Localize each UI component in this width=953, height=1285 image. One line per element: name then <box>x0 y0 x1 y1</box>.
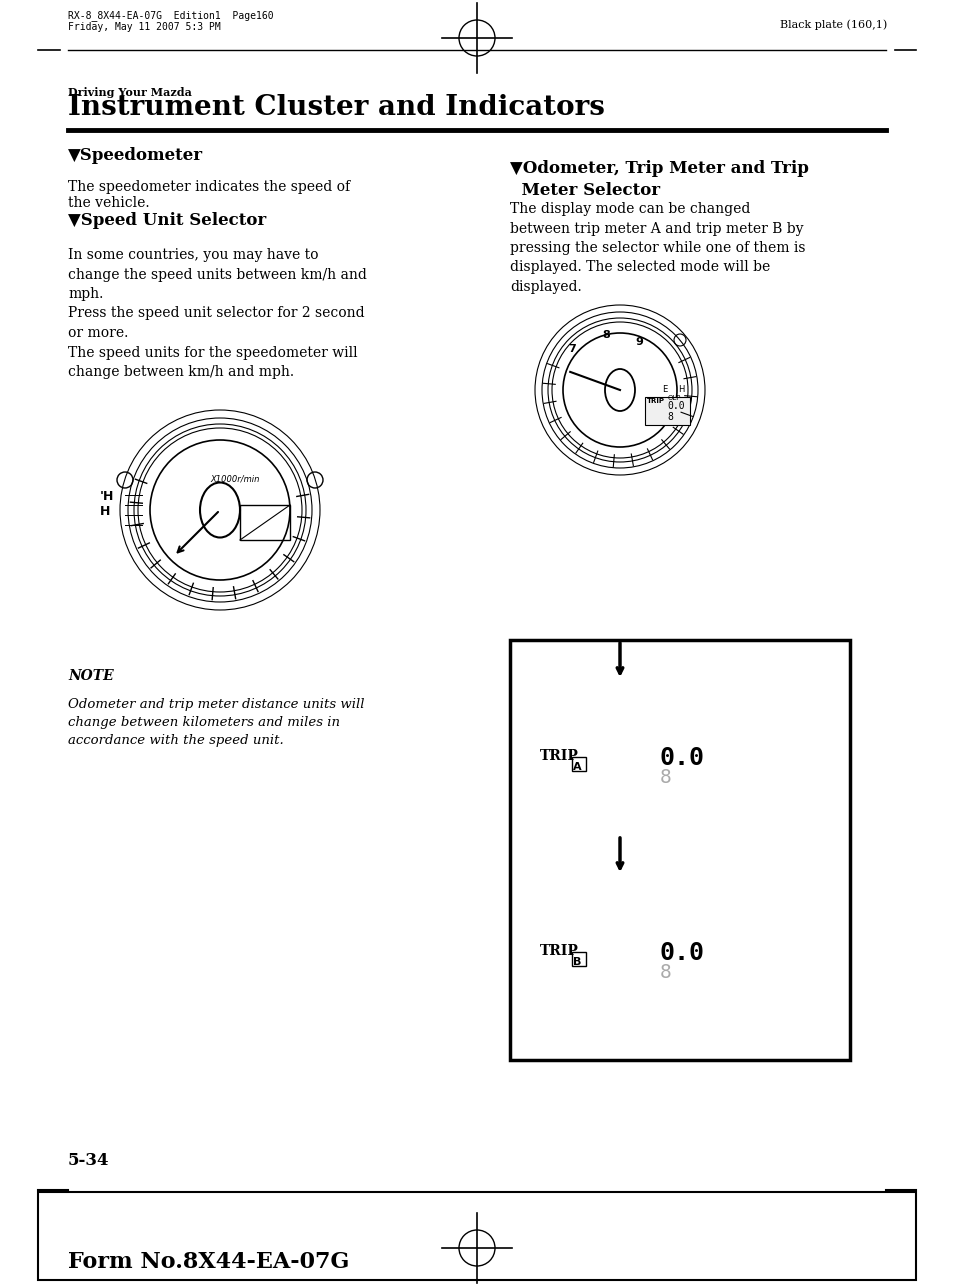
Text: H: H <box>678 386 683 394</box>
Text: The speedometer indicates the speed of
the vehicle.: The speedometer indicates the speed of t… <box>68 180 350 211</box>
Text: NOTE: NOTE <box>68 669 113 684</box>
Text: 7: 7 <box>567 344 576 353</box>
Text: 0.0: 0.0 <box>666 401 684 411</box>
Text: The display mode can be changed
between trip meter A and trip meter B by
pressin: The display mode can be changed between … <box>510 202 804 294</box>
Text: A: A <box>573 762 581 772</box>
Text: 5-34: 5-34 <box>68 1151 110 1169</box>
Text: TRIP: TRIP <box>646 398 664 403</box>
Text: E: E <box>661 386 666 394</box>
Text: OLP: OLP <box>667 394 680 401</box>
Text: Black plate (160,1): Black plate (160,1) <box>780 19 886 30</box>
Text: 9: 9 <box>635 337 642 347</box>
Text: Driving Your Mazda: Driving Your Mazda <box>68 87 192 98</box>
Text: TRIP: TRIP <box>539 749 578 763</box>
Text: Odometer and trip meter distance units will
change between kilometers and miles : Odometer and trip meter distance units w… <box>68 698 364 747</box>
Text: X1000r/min: X1000r/min <box>210 475 259 484</box>
Text: 8: 8 <box>601 330 609 341</box>
Bar <box>240 505 290 540</box>
Text: 'H: 'H <box>100 490 114 502</box>
Text: 8: 8 <box>659 962 671 982</box>
Text: In some countries, you may have to
change the speed units between km/h and
mph.
: In some countries, you may have to chang… <box>68 248 367 379</box>
Text: RX-8_8X44-EA-07G  Edition1  Page160: RX-8_8X44-EA-07G Edition1 Page160 <box>68 10 274 21</box>
Bar <box>572 757 585 771</box>
Bar <box>510 640 849 1060</box>
Text: 8: 8 <box>666 412 672 421</box>
Text: 0.0: 0.0 <box>659 747 704 770</box>
Text: ▼Speedometer: ▼Speedometer <box>68 146 203 164</box>
Bar <box>644 397 689 425</box>
Text: H: H <box>100 505 111 518</box>
Text: TRIP: TRIP <box>539 944 578 959</box>
Text: 0.0: 0.0 <box>659 941 704 965</box>
Text: B: B <box>573 957 580 968</box>
Text: Form No.8X44-EA-07G: Form No.8X44-EA-07G <box>68 1252 349 1273</box>
Text: Friday, May 11 2007 5:3 PM: Friday, May 11 2007 5:3 PM <box>68 22 220 32</box>
Text: 8: 8 <box>659 768 671 786</box>
Bar <box>38 1192 915 1280</box>
Bar <box>572 952 585 966</box>
Text: ▼Odometer, Trip Meter and Trip
  Meter Selector: ▼Odometer, Trip Meter and Trip Meter Sel… <box>510 161 808 199</box>
Text: Instrument Cluster and Indicators: Instrument Cluster and Indicators <box>68 94 604 121</box>
Text: ▼Speed Unit Selector: ▼Speed Unit Selector <box>68 212 266 229</box>
